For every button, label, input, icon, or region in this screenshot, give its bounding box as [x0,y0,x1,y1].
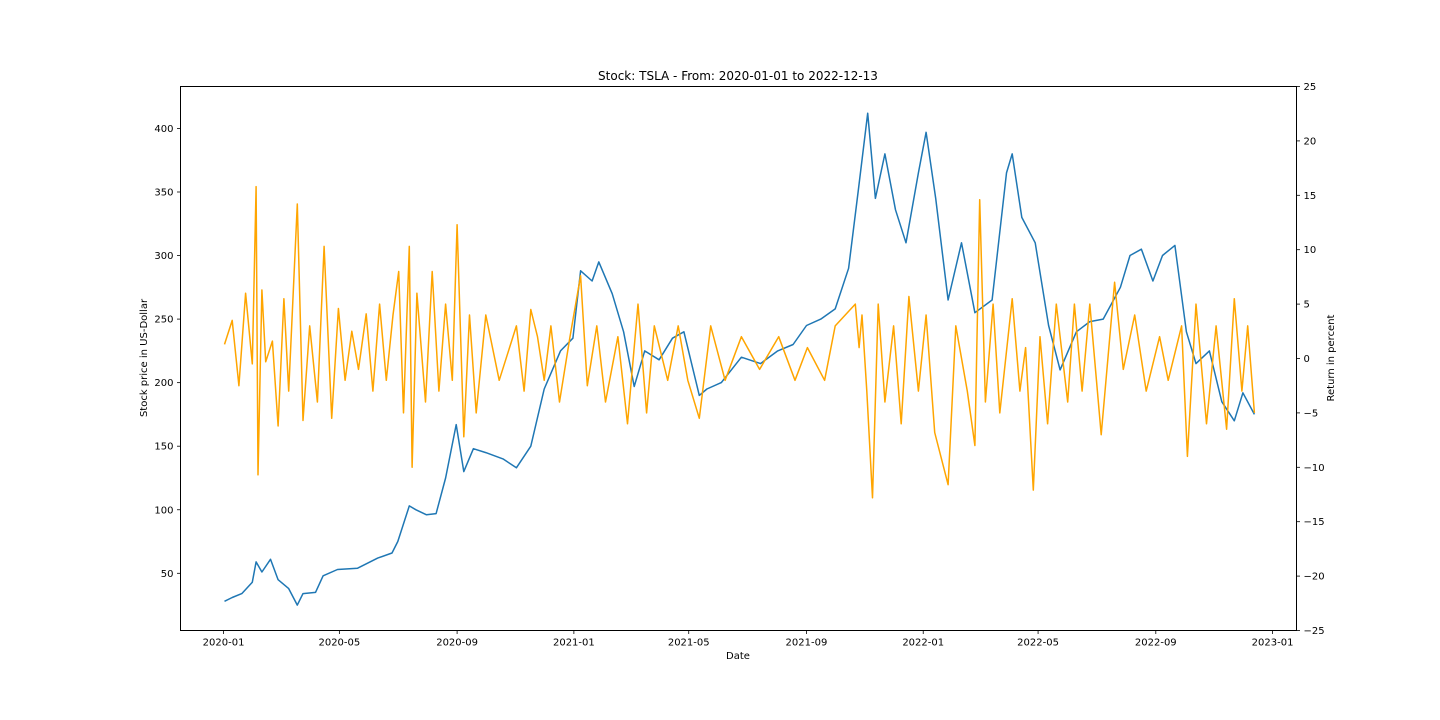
right-y-tick-label: 0 [1304,354,1310,365]
return-polyline [223,185,1256,499]
right-y-axis: −25 −20 −15 −10 −5 0 5 10 15 20 25 [1296,82,1325,637]
chart-title: Stock: TSLA - From: 2020-01-01 to 2022-1… [598,69,878,83]
x-tick-label: 2020-09 [436,638,478,649]
right-y-tick-label: −10 [1304,463,1325,474]
x-tick-label: 2020-05 [318,638,360,649]
left-y-tick-label: 400 [154,124,173,135]
price-polyline [224,112,1256,606]
x-tick-label: 2021-01 [553,638,595,649]
left-y-tick-label: 350 [154,187,173,198]
right-y-tick-label: 5 [1304,300,1310,311]
x-tick-label: 2023-01 [1252,638,1294,649]
right-y-tick-label: −25 [1304,626,1325,637]
x-axis: 2020-01 2020-05 2020-09 2021-01 2021-05 2021-… [203,630,1294,649]
x-tick-label: 2022-09 [1135,638,1177,649]
x-tick-label: 2022-01 [902,638,944,649]
right-y-tick-label: −15 [1304,517,1325,528]
return-series-line [223,185,1256,499]
x-tick-label: 2021-09 [786,638,828,649]
left-y-tick-label: 200 [154,378,173,389]
price-series-line [224,112,1256,606]
left-y-tick-label: 300 [154,251,173,262]
left-y-tick-label: 100 [154,505,173,516]
x-tick-label: 2021-05 [668,638,710,649]
x-axis-label: Date [726,651,750,662]
left-y-tick-label: 150 [154,442,173,453]
right-y-tick-label: −5 [1304,408,1319,419]
right-y-tick-label: 10 [1304,245,1317,256]
x-tick-label: 2022-05 [1017,638,1059,649]
x-tick-label: 2020-01 [203,638,245,649]
right-y-axis-label: Return in percent [1326,314,1337,401]
left-y-tick-label: 50 [161,569,174,580]
left-y-tick-label: 250 [154,315,173,326]
right-y-tick-label: 15 [1304,191,1317,202]
left-y-axis-label: Stock price in US-Dollar [139,298,150,417]
right-y-tick-label: 25 [1304,82,1317,93]
right-y-tick-label: −20 [1304,572,1325,583]
left-y-axis: 50 100 150 200 250 300 350 400 [154,124,181,580]
right-y-tick-label: 20 [1304,136,1317,147]
